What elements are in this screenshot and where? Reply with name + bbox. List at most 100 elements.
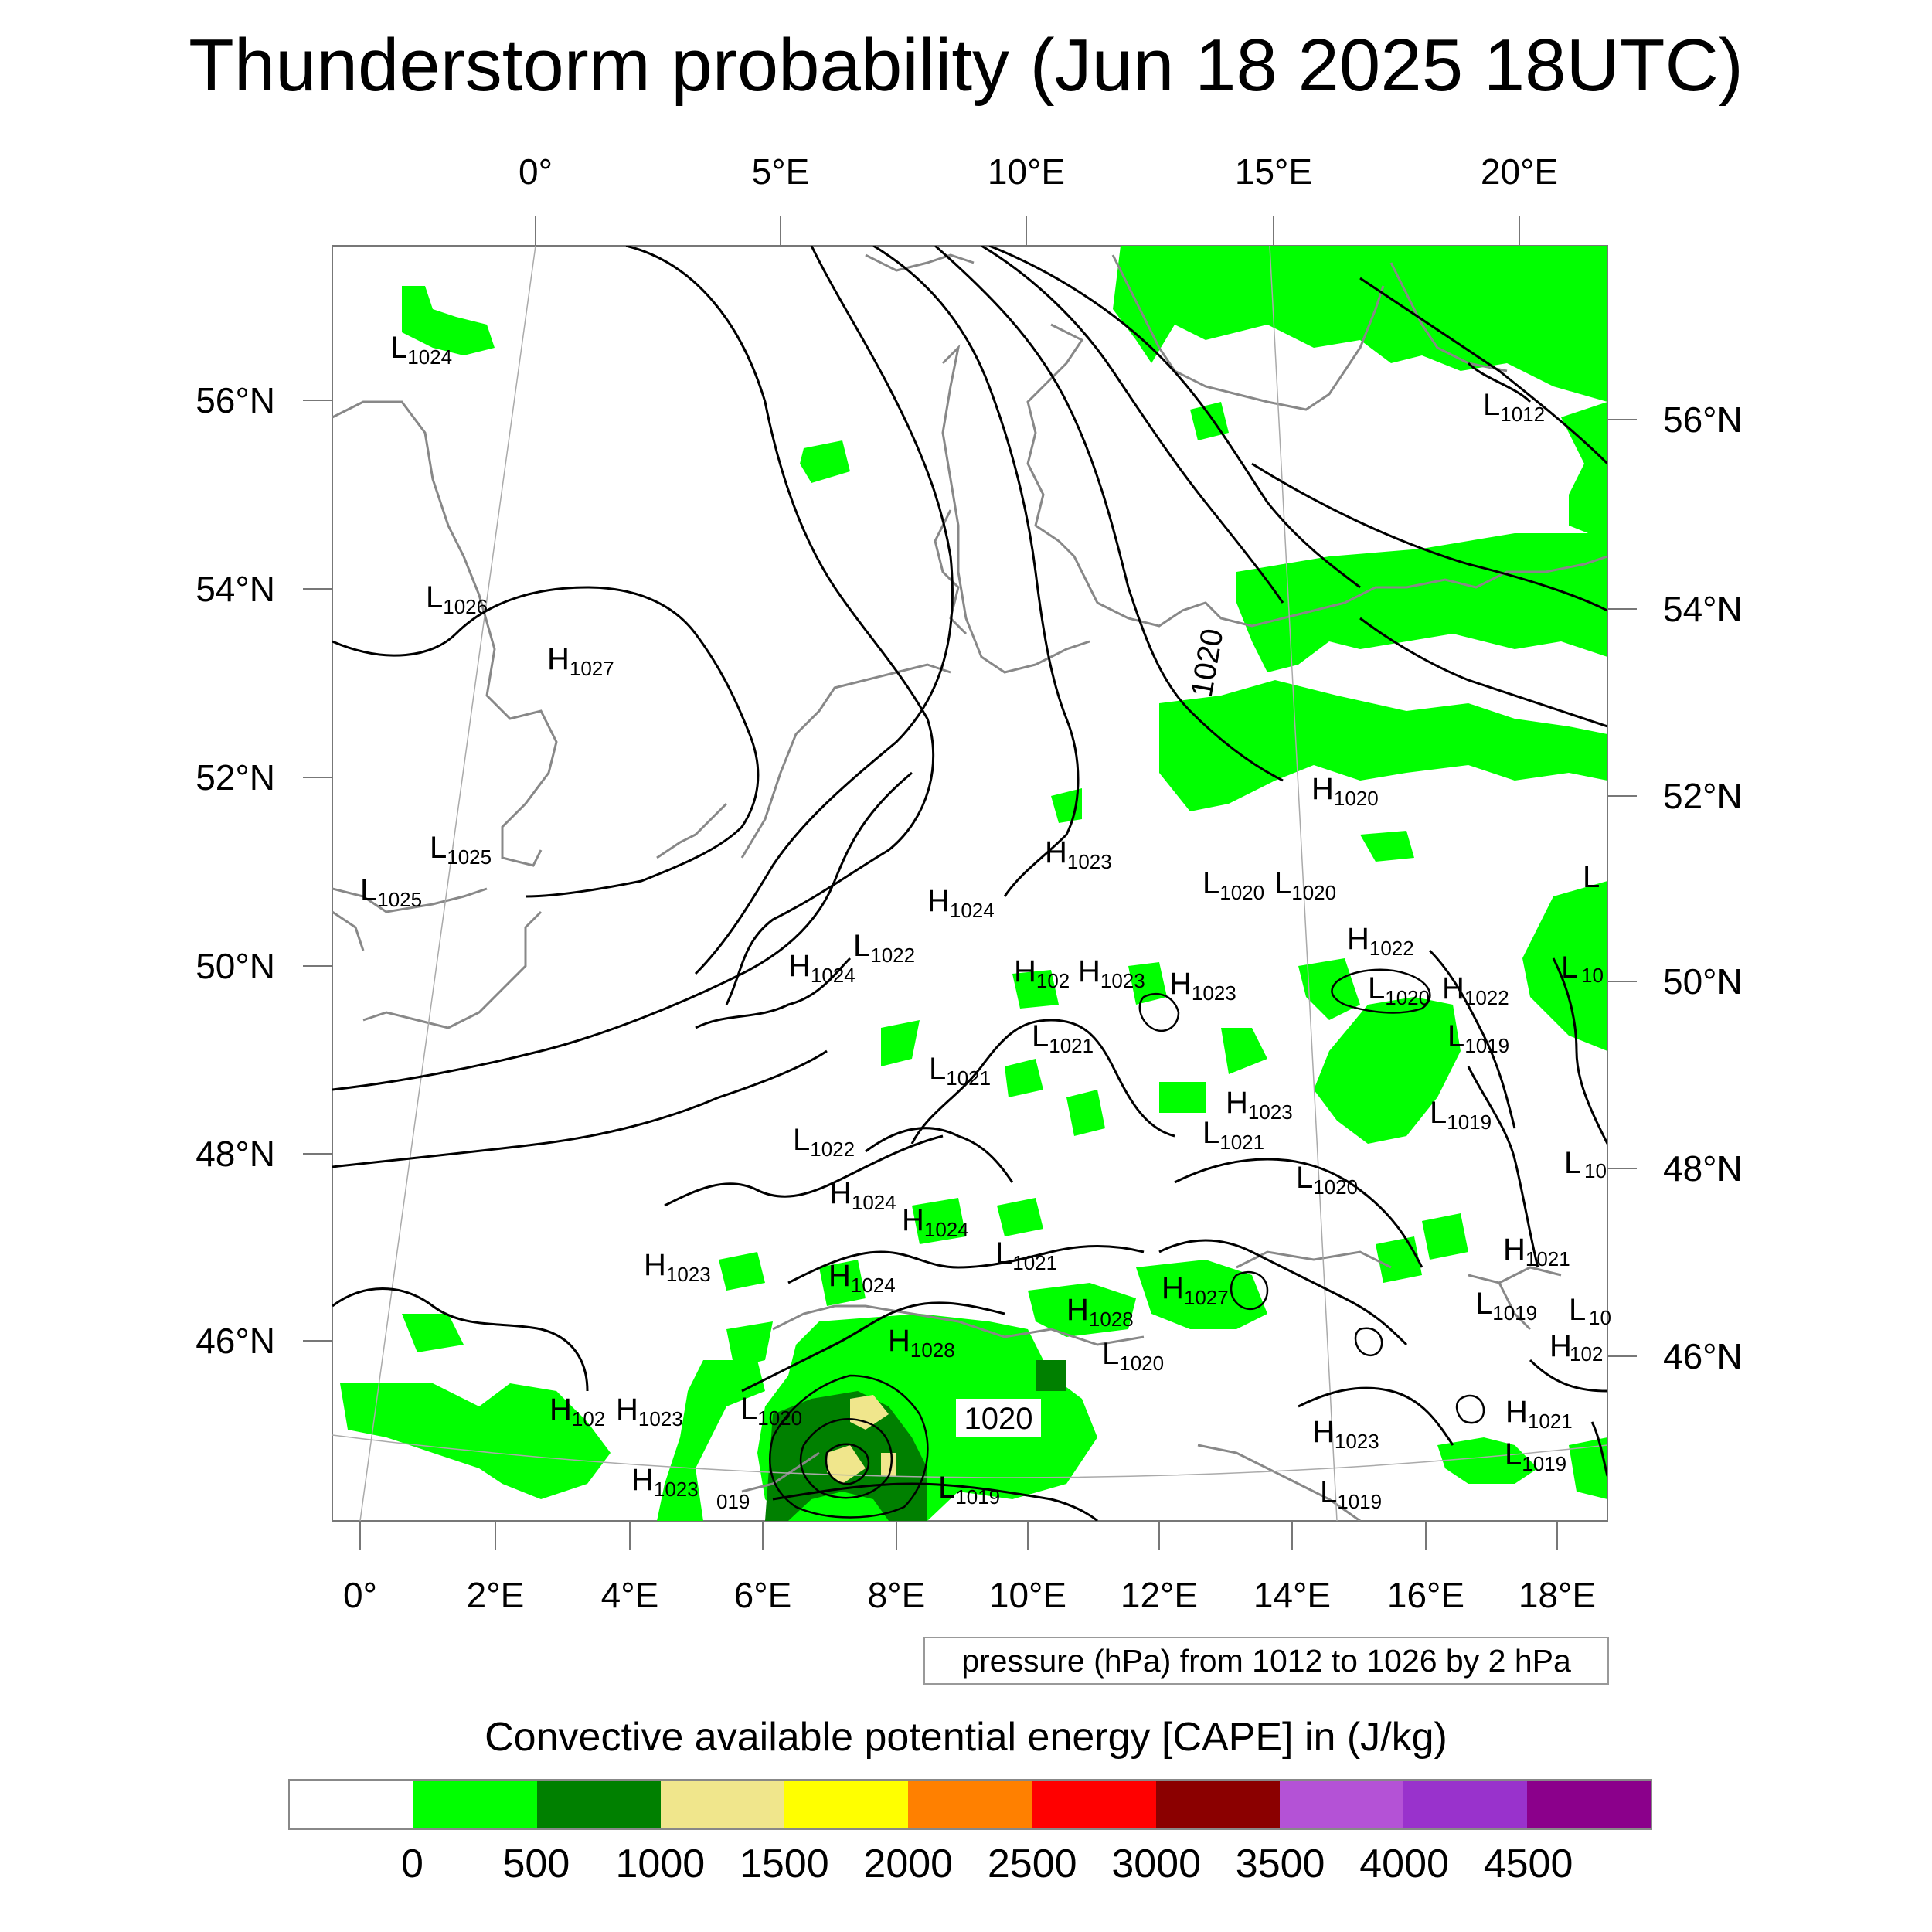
left-tick-label: 50°N bbox=[196, 946, 275, 986]
pressure-center-label: H1022 bbox=[1347, 922, 1414, 960]
right-tick-label: 50°N bbox=[1663, 961, 1743, 1002]
pressure-center-label: H1028 bbox=[1066, 1293, 1134, 1331]
bottom-tick-label: 10°E bbox=[989, 1575, 1066, 1615]
colorbar-swatch bbox=[1155, 1781, 1280, 1828]
bottom-tick-label: 16°E bbox=[1387, 1575, 1464, 1615]
pressure-center-label: L1019 bbox=[938, 1471, 1000, 1509]
top-tick-label: 0° bbox=[519, 151, 553, 192]
pressure-center-label: L1022 bbox=[793, 1123, 855, 1161]
bottom-tick-label: 12°E bbox=[1121, 1575, 1198, 1615]
pressure-center-label: L1019 bbox=[1447, 1019, 1509, 1057]
right-axis bbox=[1607, 419, 1637, 1357]
right-tick-label: 48°N bbox=[1663, 1148, 1743, 1189]
top-tick-label: 5°E bbox=[752, 151, 810, 192]
colorbar-tick-label: 2500 bbox=[987, 1842, 1077, 1886]
bottom-tick-label: 2°E bbox=[467, 1575, 525, 1615]
pressure-center-label: L1024 bbox=[390, 331, 452, 369]
pressure-center-label: H1027 bbox=[1162, 1271, 1229, 1309]
left-axis bbox=[303, 400, 332, 1342]
cape-colorbar bbox=[288, 1779, 1652, 1830]
pressure-center-label: L1019 bbox=[1430, 1096, 1492, 1134]
pressure-center-label: L1020 bbox=[740, 1392, 802, 1430]
pressure-center-label: H1024 bbox=[788, 949, 855, 987]
colorbar-swatch bbox=[784, 1781, 909, 1828]
colorbar-tick-label: 4000 bbox=[1359, 1842, 1449, 1886]
top-axis bbox=[535, 216, 1520, 246]
pressure-center-label: L1020 bbox=[1296, 1161, 1358, 1199]
colorbar-tick-label: 3500 bbox=[1235, 1842, 1325, 1886]
left-tick-label: 54°N bbox=[196, 569, 275, 609]
pressure-center-label: H1022 bbox=[1442, 971, 1509, 1009]
pressure-center-label: H1023 bbox=[616, 1393, 683, 1430]
pressure-center-label: L1020 bbox=[1368, 971, 1430, 1009]
pressure-center-label: L1021 bbox=[995, 1236, 1057, 1274]
left-tick-label: 52°N bbox=[196, 757, 275, 798]
pressure-center-label: H1024 bbox=[828, 1259, 896, 1297]
pressure-center-label: H1023 bbox=[1169, 967, 1236, 1005]
pressure-note: pressure (hPa) from 1012 to 1026 by 2 hP… bbox=[923, 1637, 1609, 1685]
right-tick-label: 54°N bbox=[1663, 589, 1743, 629]
left-tick-label: 56°N bbox=[196, 380, 275, 420]
pressure-label-partial: L bbox=[1564, 1146, 1581, 1180]
pressure-center-labels: L1024L1012L1026H1027L1025L1025H1020H1023… bbox=[360, 331, 1573, 1513]
pressure-center-label: H102 bbox=[1014, 954, 1070, 992]
pressure-label-partial: 019 bbox=[716, 1490, 750, 1513]
graticule bbox=[332, 246, 1607, 1521]
colorbar-swatch bbox=[1403, 1781, 1527, 1828]
chart-title: Thunderstorm probability (Jun 18 2025 18… bbox=[189, 24, 1743, 107]
bottom-tick-label: 4°E bbox=[601, 1575, 659, 1615]
pressure-center-label: H1023 bbox=[644, 1248, 711, 1286]
pressure-center-label: H1028 bbox=[888, 1324, 955, 1362]
pressure-center-label: H1023 bbox=[631, 1463, 699, 1501]
pressure-label-partial: L bbox=[1583, 860, 1600, 894]
bottom-tick-label: 14°E bbox=[1253, 1575, 1331, 1615]
pressure-center-label: L1019 bbox=[1475, 1287, 1537, 1325]
pressure-label-partial: 102 bbox=[1570, 1342, 1603, 1366]
pressure-center-label: L1022 bbox=[853, 929, 915, 967]
pressure-center-label: L1020 bbox=[1202, 866, 1264, 904]
colorbar-tick-label: 3000 bbox=[1111, 1842, 1202, 1886]
bottom-tick-label: 0° bbox=[343, 1575, 377, 1615]
alps-contours bbox=[769, 968, 1485, 1519]
right-tick-label: 56°N bbox=[1663, 400, 1743, 440]
pressure-center-label: L1025 bbox=[360, 873, 422, 911]
bottom-tick-label: 6°E bbox=[734, 1575, 792, 1615]
pressure-label-partial: L bbox=[1569, 1293, 1586, 1327]
pressure-center-label: L1026 bbox=[426, 580, 488, 618]
colorbar-swatch bbox=[1526, 1781, 1651, 1828]
pressure-center-label: L1019 bbox=[1505, 1437, 1566, 1475]
colorbar-title: Convective available potential energy [C… bbox=[485, 1715, 1447, 1760]
pressure-center-label: H1023 bbox=[1312, 1415, 1379, 1453]
pressure-center-label: H1023 bbox=[1226, 1086, 1293, 1124]
colorbar-tick-label: 4500 bbox=[1483, 1842, 1573, 1886]
pressure-label-partial: H bbox=[1549, 1329, 1572, 1363]
colorbar-tick-label: 1000 bbox=[615, 1842, 706, 1886]
pressure-center-label: H1020 bbox=[1311, 772, 1379, 810]
pressure-center-label: L1020 bbox=[1102, 1337, 1164, 1375]
pressure-label-partial: 10 bbox=[1584, 1159, 1607, 1182]
top-tick-label: 15°E bbox=[1235, 151, 1312, 192]
pressure-center-label: H1021 bbox=[1503, 1233, 1570, 1270]
isobars bbox=[332, 246, 1607, 1521]
map-frame bbox=[332, 245, 1608, 1522]
pressure-center-label: H1024 bbox=[902, 1203, 969, 1241]
isobar-value-1020: 1020 bbox=[964, 1402, 1033, 1436]
pressure-center-label: L1019 bbox=[1320, 1475, 1382, 1513]
colorbar-swatch bbox=[1032, 1781, 1156, 1828]
pressure-center-label: L1021 bbox=[929, 1052, 991, 1090]
colorbar-swatch bbox=[537, 1781, 662, 1828]
pressure-center-label: H102 bbox=[549, 1393, 605, 1430]
top-tick-label: 20°E bbox=[1481, 151, 1558, 192]
colorbar-swatch bbox=[1279, 1781, 1403, 1828]
colorbar-swatch bbox=[290, 1781, 414, 1828]
colorbar-tick-label: 0 bbox=[400, 1842, 423, 1886]
top-tick-label: 10°E bbox=[988, 151, 1065, 192]
pressure-center-label: H1024 bbox=[927, 884, 995, 922]
colorbar-tick-label: 2000 bbox=[863, 1842, 954, 1886]
colorbar-swatch bbox=[661, 1781, 785, 1828]
right-tick-label: 46°N bbox=[1663, 1336, 1743, 1376]
colorbar-tick-label: 1500 bbox=[739, 1842, 829, 1886]
pressure-center-label: H1023 bbox=[1078, 954, 1145, 992]
isobar-value-label: 1020 bbox=[956, 1399, 1041, 1437]
